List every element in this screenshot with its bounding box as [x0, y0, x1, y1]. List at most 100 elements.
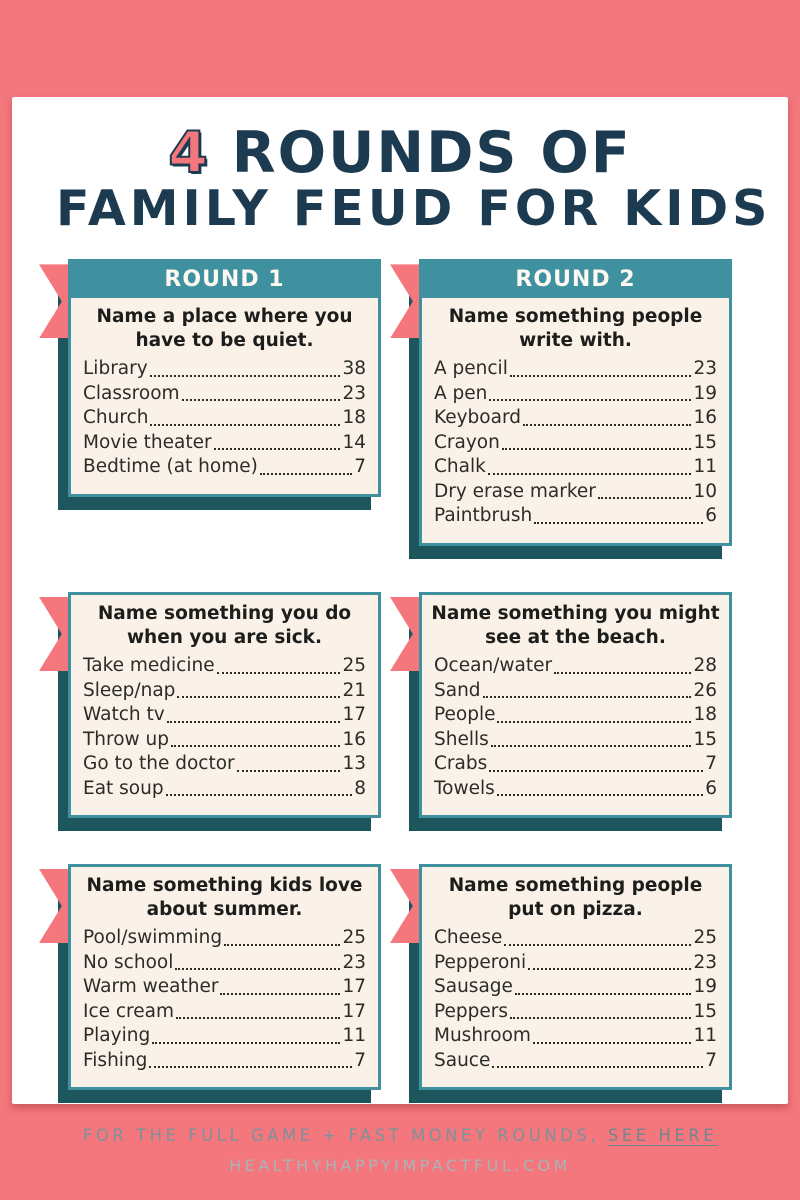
answer-label: Warm weather: [83, 976, 219, 998]
dotted-leader: [216, 671, 341, 674]
answer-points: 13: [342, 753, 366, 775]
dotted-leader: [181, 399, 341, 402]
answer-points: 15: [693, 1000, 717, 1022]
answer-points: 17: [342, 976, 366, 998]
title-line2-text: FAMILY FEUD FOR KIDS: [56, 180, 772, 238]
answer-row: Movie theater 14: [83, 431, 366, 456]
answer-points: 16: [693, 407, 717, 429]
dotted-leader: [213, 448, 341, 451]
answer-row: Classroom 23: [83, 382, 366, 407]
answer-row: Library 38: [83, 357, 366, 382]
answer-points: 28: [693, 655, 717, 677]
answer-points: 19: [693, 382, 717, 404]
answers-list: Take medicine 25 Sleep/nap 21 Watch tv 1…: [71, 652, 378, 815]
round-question: Name a place where you have to be quiet.: [96, 306, 353, 352]
dotted-leader: [149, 1066, 353, 1069]
answer-label: Pepperoni: [434, 951, 527, 973]
dotted-leader: [509, 374, 692, 377]
dotted-leader: [504, 943, 692, 946]
cards-grid: ROUND 1 Name a place where you have to b…: [39, 259, 732, 1104]
dotted-leader: [220, 992, 341, 995]
answer-label: Ocean/water: [434, 655, 553, 677]
round-card: Name something you might see at the beac…: [390, 591, 732, 832]
answer-row: Keyboard 16: [434, 406, 717, 431]
dotted-leader: [177, 696, 341, 699]
dotted-leader: [522, 423, 692, 426]
website-url: HEALTHYHAPPYIMPACTFUL.COM: [229, 1156, 571, 1176]
answer-label: Keyboard: [434, 407, 521, 429]
answer-label: Crabs: [434, 753, 488, 775]
answer-row: No school 23: [83, 951, 366, 976]
answers-list: Pool/swimming 25 No school 23 Warm weath…: [71, 924, 378, 1087]
round-card: ROUND 2 Name something people write with…: [390, 259, 732, 559]
answer-row: Dry erase marker 10: [434, 480, 717, 505]
dotted-leader: [514, 992, 692, 995]
answers-list: Ocean/water 28 Sand 26 People 18 Shells …: [422, 652, 729, 815]
round-question: Name something you do when you are sick.: [97, 602, 352, 648]
answer-points: 23: [693, 951, 717, 973]
answer-label: Bedtime (at home): [83, 456, 258, 478]
answer-row: Playing 11: [83, 1024, 366, 1049]
answer-row: Peppers 15: [434, 1000, 717, 1025]
answers-list: Cheese 25 Pepperoni 23 Sausage 19 Pepper…: [422, 924, 729, 1087]
answer-label: A pencil: [434, 358, 508, 380]
answer-points: 19: [693, 976, 717, 998]
answer-points: 15: [693, 728, 717, 750]
dotted-leader: [492, 1066, 704, 1069]
answer-points: 23: [342, 382, 366, 404]
round-card: ROUND 1 Name a place where you have to b…: [39, 259, 381, 510]
answer-label: Go to the doctor: [83, 753, 235, 775]
answer-row: Crabs 7: [434, 752, 717, 777]
answer-points: 25: [342, 655, 366, 677]
answer-label: Watch tv: [83, 704, 165, 726]
card-body: ROUND 2 Name something people write with…: [419, 259, 732, 546]
answer-label: A pen: [434, 382, 488, 404]
title-line1: 4 ROUNDS OF: [56, 122, 744, 184]
answer-row: Bedtime (at home) 7: [83, 455, 366, 480]
answer-label: Sausage: [434, 976, 513, 998]
dotted-leader: [496, 794, 704, 797]
dotted-leader: [487, 472, 692, 475]
footer-cta-text: FOR THE FULL GAME + FAST MONEY ROUNDS,: [82, 1126, 608, 1146]
answer-label: No school: [83, 951, 174, 973]
dotted-leader: [597, 497, 692, 500]
answer-points: 10: [693, 480, 717, 502]
dotted-leader: [482, 696, 692, 699]
dotted-leader: [489, 769, 704, 772]
answer-row: Chalk 11: [434, 455, 717, 480]
answer-points: 16: [342, 728, 366, 750]
dotted-leader: [224, 943, 341, 946]
answer-label: Towels: [434, 777, 495, 799]
dotted-leader: [152, 1041, 341, 1044]
answer-points: 25: [342, 927, 366, 949]
round-card: Name something people put on pizza. Chee…: [390, 864, 732, 1104]
dotted-leader: [510, 1017, 692, 1020]
see-here-link[interactable]: SEE HERE: [607, 1126, 718, 1146]
answer-row: Ice cream 17: [83, 1000, 366, 1025]
answer-row: Watch tv 17: [83, 703, 366, 728]
dotted-leader: [171, 745, 341, 748]
answer-points: 25: [693, 927, 717, 949]
answer-points: 26: [693, 679, 717, 701]
dotted-leader: [165, 794, 353, 797]
answer-label: Library: [83, 358, 148, 380]
dotted-leader: [236, 769, 341, 772]
answer-points: 23: [342, 951, 366, 973]
page-title: 4 ROUNDS OF FAMILY FEUD FOR KIDS: [56, 122, 772, 238]
answer-points: 11: [342, 1025, 366, 1047]
answer-row: Crayon 15: [434, 431, 717, 456]
answer-row: Sand 26: [434, 679, 717, 704]
dotted-leader: [149, 374, 341, 377]
answer-points: 7: [705, 1049, 717, 1071]
dotted-leader: [554, 671, 692, 674]
answer-row: Towels 6: [434, 777, 717, 802]
answer-label: Pool/swimming: [83, 927, 223, 949]
round-question: Name something people write with.: [448, 306, 703, 352]
answer-row: Take medicine 25: [83, 654, 366, 679]
dotted-leader: [490, 745, 692, 748]
answer-label: Sleep/nap: [83, 679, 176, 701]
dotted-leader: [528, 968, 692, 971]
card-body: Name something you might see at the beac…: [419, 591, 732, 819]
answer-label: Peppers: [434, 1000, 508, 1022]
answer-label: Chalk: [434, 456, 486, 478]
